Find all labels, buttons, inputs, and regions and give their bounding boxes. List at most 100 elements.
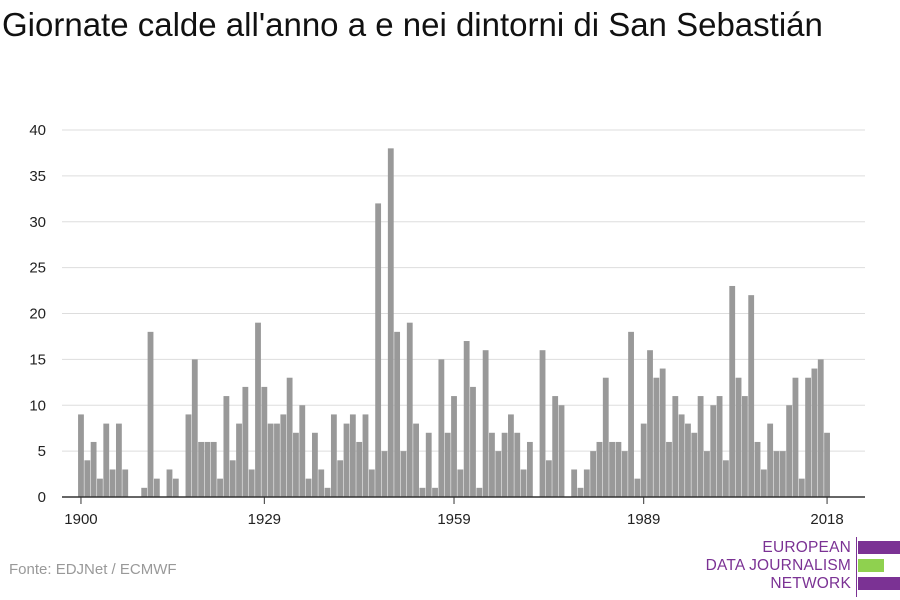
bar-1941 [337,460,344,497]
bar-1925 [236,423,242,497]
y-tick-label: 20 [29,306,46,323]
bar-1996 [685,423,691,497]
bar-1988 [634,478,641,497]
bar-2010 [773,451,780,497]
bar-1929 [261,386,268,497]
bar-1959 [451,396,457,497]
bar-2005 [741,396,748,497]
bar-2013 [792,377,799,497]
bar-1928 [255,322,261,497]
bar-1955 [425,432,432,497]
bar-1950 [394,331,401,497]
bar-1968 [508,414,514,497]
y-tick-label: 10 [29,397,46,414]
bar-1974 [545,460,552,497]
bar-2001 [716,396,723,497]
bar-1936 [305,478,312,497]
bar-1961 [463,341,470,497]
bar-1979 [577,487,584,497]
bar-1967 [501,432,508,497]
bar-1920 [204,441,211,497]
bar-1970 [520,469,527,497]
bar-1944 [356,441,363,497]
bar-1940 [330,414,337,497]
bars [78,148,830,497]
bar-2004 [735,377,742,497]
bar-2017 [817,359,824,497]
bar-1945 [362,414,369,497]
bar-1910 [141,487,148,497]
bar-1980 [583,469,590,497]
bar-1919 [198,441,205,497]
bar-1914 [166,469,173,497]
bar-1954 [419,487,426,497]
bar-1985 [615,441,622,497]
bar-1942 [343,423,350,497]
bar-2012 [786,405,793,497]
bar-1921 [210,441,217,497]
bar-1953 [413,423,419,497]
chart-title: Giornate calde all'anno a e nei dintorni… [2,6,823,43]
bar-1969 [514,432,521,497]
bar-1943 [349,414,356,497]
y-tick-label: 5 [38,443,46,460]
bar-1960 [457,469,464,497]
bar-1907 [122,469,129,497]
x-tick-label: 1959 [437,511,470,528]
x-tick-label: 1900 [64,511,97,528]
bar-1990 [647,350,653,497]
bar-chart: 0 5 10 15 20 25 30 35 40 1900 1929 1959 1989 2018 [29,122,865,528]
bar-1947 [375,203,382,497]
bar-2007 [754,441,761,497]
bar-1902 [90,441,97,497]
bar-2000 [710,405,717,497]
bar-1963 [476,487,483,497]
bar-1957 [438,359,445,497]
bar-1981 [590,451,597,497]
bar-2014 [798,478,805,497]
bar-1949 [387,148,394,497]
bar-1917 [185,414,192,497]
bar-1994 [672,396,679,497]
bar-1939 [324,487,331,497]
bar-1962 [470,386,476,497]
bar-2003 [729,285,736,497]
bar-2006 [748,295,755,497]
bar-1922 [217,478,223,497]
bar-1999 [704,451,710,497]
bar-1958 [444,432,451,497]
bar-1995 [678,414,685,497]
axes: 0 5 10 15 20 25 30 35 40 1900 1929 1959 1989 2018 [29,122,865,528]
bar-2008 [760,469,767,497]
logo-bar-purple-top [858,541,900,554]
bar-1986 [621,451,628,497]
bar-1926 [242,386,249,497]
x-tick-label: 2018 [810,511,843,528]
bar-1934 [293,432,299,497]
x-tick-label: 1929 [248,511,281,528]
logo-bar-green [858,559,884,572]
bar-2009 [767,423,774,497]
logo-line-2: DATA JOURNALISM [705,557,851,574]
bar-1983 [602,377,609,497]
bar-1997 [691,432,698,497]
edjnet-logo: EUROPEAN DATA JOURNALISM NETWORK [700,537,900,597]
bar-1924 [229,460,236,497]
bar-1948 [381,451,388,497]
bar-1901 [84,460,91,497]
bar-1935 [299,405,306,497]
bar-1982 [596,441,603,497]
bar-1976 [558,405,565,497]
y-tick-label: 0 [38,489,46,506]
bar-1991 [653,377,660,497]
bar-1912 [153,478,160,497]
bar-1993 [666,441,672,497]
bar-1998 [697,396,704,497]
bar-1938 [318,469,325,497]
bar-1927 [248,469,255,497]
bar-1904 [103,423,110,497]
logo-bar-purple-bottom [858,577,900,590]
bar-1984 [609,441,615,497]
bar-1903 [97,478,103,497]
bar-1951 [400,451,407,497]
